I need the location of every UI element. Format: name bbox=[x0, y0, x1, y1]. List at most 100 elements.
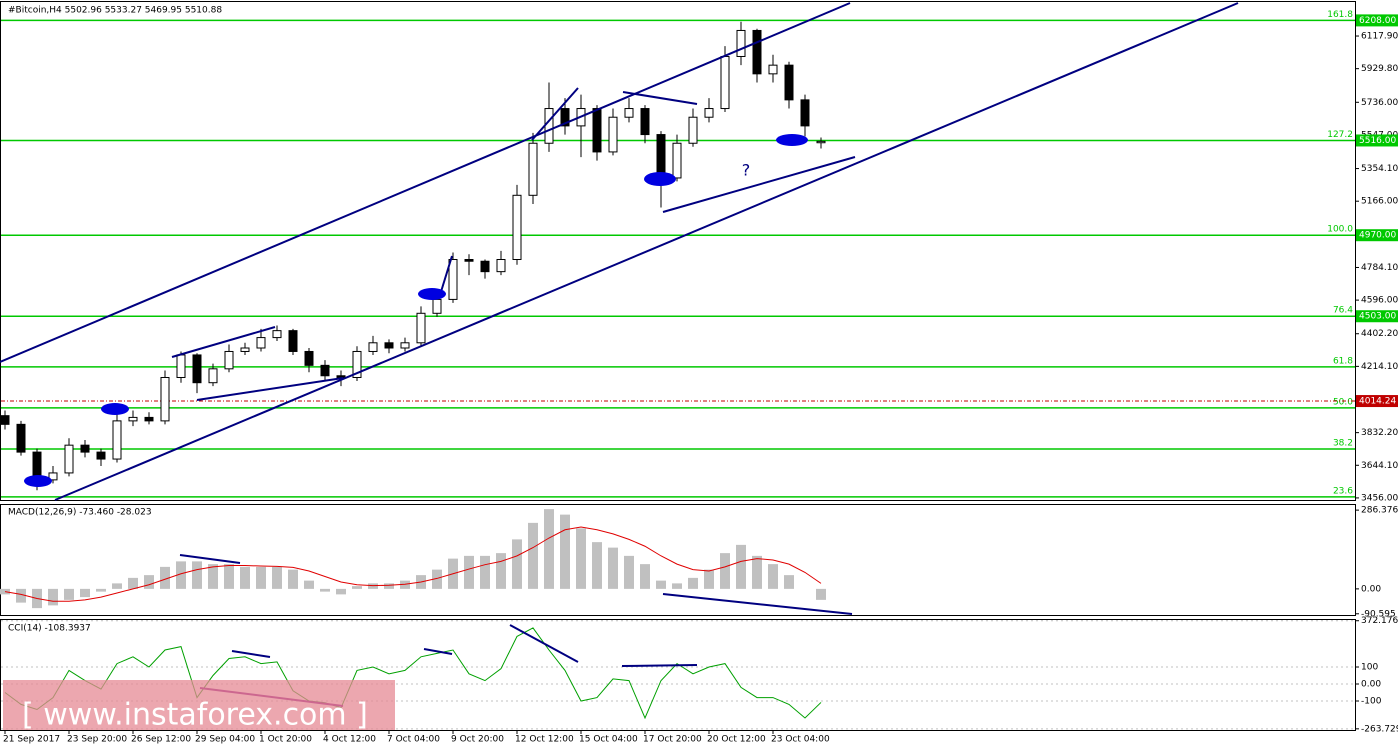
current-label: 4014.24 bbox=[1359, 397, 1396, 407]
candle-body bbox=[704, 108, 714, 118]
candle-body bbox=[272, 330, 282, 339]
macd-bar bbox=[704, 569, 714, 589]
candle-body bbox=[64, 444, 74, 474]
candle-body bbox=[480, 260, 490, 273]
x-tick-label: 20 Oct 12:00 bbox=[707, 735, 766, 745]
candle-body bbox=[304, 350, 314, 366]
y-tick-label: 100 bbox=[1361, 663, 1378, 673]
y-tick-label: 5354.10 bbox=[1361, 164, 1398, 174]
ellipse bbox=[644, 172, 676, 186]
macd-bar bbox=[544, 509, 554, 589]
cci-panel bbox=[0, 619, 1356, 731]
x-tick-label: 9 Oct 20:00 bbox=[451, 735, 504, 745]
macd-bar bbox=[256, 566, 266, 589]
candle-body bbox=[752, 29, 762, 75]
candle-body bbox=[352, 350, 362, 378]
macd-bar bbox=[576, 528, 586, 589]
macd-bar bbox=[352, 586, 362, 589]
candle-body bbox=[16, 423, 26, 453]
channel-lower bbox=[54, 2, 1239, 501]
trend-line bbox=[231, 650, 271, 658]
macd-bar bbox=[752, 555, 762, 589]
price-box-label: 5516.00 bbox=[1359, 136, 1396, 146]
cci-title: CCI(14) -108.3937 bbox=[8, 624, 91, 634]
annotation: ? bbox=[742, 161, 751, 180]
fib-ratio: 38.2 bbox=[1333, 438, 1353, 448]
macd-bar bbox=[736, 544, 746, 589]
trend-line bbox=[662, 593, 853, 615]
price-box-label: 4970.00 bbox=[1359, 231, 1396, 241]
candle-body bbox=[512, 194, 522, 261]
macd-bar bbox=[688, 577, 698, 589]
macd-bar bbox=[496, 553, 506, 589]
candle-body bbox=[192, 354, 202, 384]
x-tick-label: 21 Sep 2017 bbox=[3, 735, 60, 745]
candle-body bbox=[608, 116, 618, 153]
x-tick-label: 12 Oct 12:00 bbox=[515, 735, 574, 745]
y-tick-label: 4402.20 bbox=[1361, 329, 1398, 339]
macd-bar bbox=[608, 547, 618, 589]
candle-body bbox=[176, 354, 186, 378]
macd-bar bbox=[400, 580, 410, 589]
trend-line bbox=[621, 664, 698, 667]
trend-line bbox=[171, 326, 276, 358]
fib-ratio: 100.0 bbox=[1327, 225, 1353, 235]
y-tick-label: 0.00 bbox=[1361, 680, 1381, 690]
x-tick-label: 23 Oct 04:00 bbox=[771, 735, 830, 745]
trend-line bbox=[531, 87, 579, 141]
candle-body bbox=[816, 140, 826, 144]
candle-body bbox=[80, 444, 90, 453]
macd-bar bbox=[224, 564, 234, 589]
x-tick-label: 17 Oct 20:00 bbox=[643, 735, 702, 745]
macd-bar bbox=[336, 588, 346, 595]
y-tick-label: 5166.00 bbox=[1361, 197, 1398, 207]
y-tick-label: 3456.00 bbox=[1361, 493, 1398, 503]
macd-bar bbox=[368, 583, 378, 589]
candle-body bbox=[400, 342, 410, 349]
fib-ratio: 127.2 bbox=[1327, 130, 1353, 140]
macd-bar bbox=[464, 555, 474, 589]
macd-bar bbox=[640, 564, 650, 589]
price-box bbox=[1356, 310, 1398, 323]
candle-body bbox=[112, 420, 122, 460]
candle-body bbox=[96, 451, 106, 460]
fib-ratio: 23.6 bbox=[1333, 486, 1353, 496]
candle-body bbox=[448, 259, 458, 300]
watermark: [ www.instaforex.com ] bbox=[22, 698, 368, 733]
ellipses bbox=[24, 134, 808, 487]
x-tick-label: 4 Oct 12:00 bbox=[323, 735, 376, 745]
macd-bar bbox=[304, 580, 314, 589]
candle-body bbox=[784, 64, 794, 101]
candle-body bbox=[320, 364, 330, 377]
candle-body bbox=[768, 64, 778, 75]
candle-body bbox=[224, 350, 234, 370]
macd-bar bbox=[272, 566, 282, 589]
candle-body bbox=[800, 99, 810, 127]
y-tick-label: 5929.80 bbox=[1361, 64, 1398, 74]
y-tick-label: -263.7295 bbox=[1361, 724, 1398, 734]
macd-bar bbox=[64, 588, 74, 600]
candle-body bbox=[48, 472, 58, 481]
candle-body bbox=[624, 108, 634, 118]
y-tick-label: 5736.00 bbox=[1361, 98, 1398, 108]
candle-body bbox=[240, 347, 250, 352]
macd-bar bbox=[320, 588, 330, 592]
price-box bbox=[1356, 14, 1398, 27]
chart-title: #Bitcoin,H4 5502.96 5533.27 5469.95 5510… bbox=[8, 6, 222, 16]
fib-ratio: 76.4 bbox=[1333, 306, 1353, 316]
x-tick-label: 29 Sep 04:00 bbox=[195, 735, 255, 745]
trend-lines bbox=[0, 2, 1239, 707]
price-box-label: 4503.00 bbox=[1359, 312, 1396, 322]
trend-line bbox=[439, 255, 453, 296]
candle-body bbox=[688, 116, 698, 144]
y-tick-label: 3832.20 bbox=[1361, 428, 1398, 438]
x-tick-label: 15 Oct 04:00 bbox=[579, 735, 638, 745]
price-box bbox=[1356, 134, 1398, 147]
ellipse bbox=[24, 475, 52, 487]
candle-body bbox=[432, 298, 442, 314]
macd-bar bbox=[48, 588, 58, 606]
candle-body bbox=[144, 416, 154, 422]
macd-bar bbox=[144, 575, 154, 589]
candle-body bbox=[368, 342, 378, 352]
